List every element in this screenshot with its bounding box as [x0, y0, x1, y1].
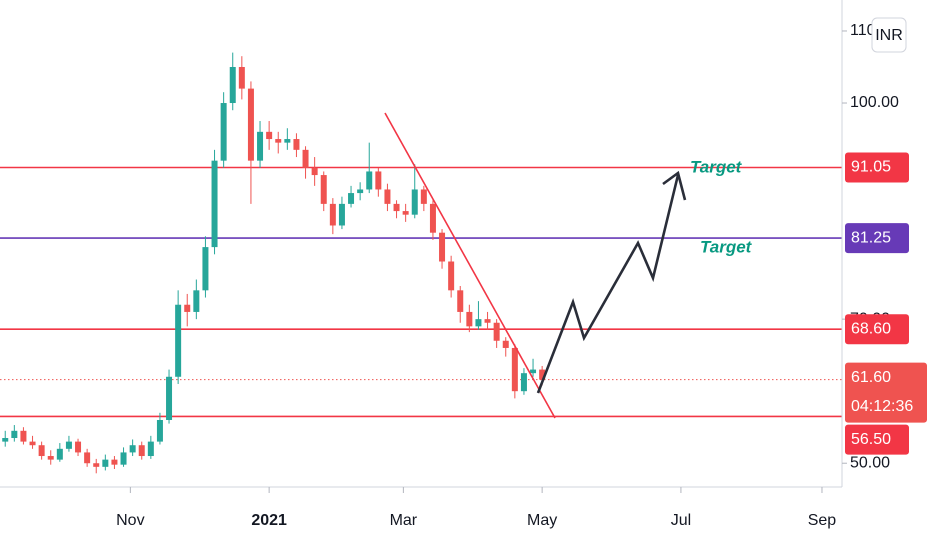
candle-body [502, 340, 509, 348]
candle-body [311, 167, 318, 176]
candle-body [229, 66, 236, 104]
x-tick-label: 2021 [251, 512, 287, 529]
candle-body [329, 203, 336, 226]
x-tick-label: May [527, 512, 557, 529]
candle-body [266, 131, 273, 140]
candle-body [75, 441, 82, 453]
projection-arrowhead [662, 170, 687, 201]
currency-badge [871, 17, 907, 53]
candle-body [348, 193, 355, 204]
candle-body [411, 189, 418, 215]
candle-body [448, 261, 455, 291]
candle-body [366, 171, 373, 190]
candle-body [420, 189, 427, 204]
candles [2, 52, 546, 474]
candle-body [11, 430, 18, 439]
candle-body [193, 290, 200, 312]
price-label-box [845, 362, 927, 423]
candle-body [493, 322, 500, 341]
candle-body [147, 441, 154, 457]
candle-body [202, 247, 209, 291]
price-label: 61.60 [851, 369, 891, 386]
candle-body [302, 149, 309, 168]
candle-body [511, 347, 518, 392]
candle-body [375, 171, 382, 190]
time-axis-bg [0, 487, 842, 550]
price-label-box [845, 152, 909, 183]
candle-body [156, 420, 163, 442]
price-labels: 91.05 81.25 68.60 61.60 04:12:36 56.50 [845, 152, 927, 455]
candle-body [93, 463, 100, 467]
candle-body [20, 430, 27, 442]
x-tick-label: Mar [390, 512, 418, 529]
candle-body [56, 448, 63, 460]
levels [0, 166, 842, 418]
x-tick-label: Sep [808, 512, 837, 529]
candle-body [84, 452, 91, 464]
candle-body [220, 103, 227, 161]
candle-body [530, 369, 537, 374]
candle-body [138, 445, 145, 457]
candle-body [238, 66, 245, 89]
candle-body [429, 203, 436, 233]
candle-body [384, 189, 391, 204]
currency: INR [875, 27, 903, 44]
candle-body [175, 304, 182, 377]
candle-body [484, 319, 491, 323]
price-label-box [845, 314, 909, 345]
x-tick-label: Nov [116, 512, 144, 529]
projection-path [536, 174, 680, 394]
annotation: Target [700, 237, 753, 256]
candle-body [111, 459, 118, 465]
price-label: 56.50 [851, 431, 891, 448]
candle-body [120, 452, 127, 465]
candle-body [338, 203, 345, 226]
candle-body [357, 189, 364, 194]
price-label: 04:12:36 [851, 398, 913, 415]
candle-body [293, 139, 300, 150]
candle-body [65, 441, 72, 449]
price-label: 91.05 [851, 159, 891, 176]
candle-body [466, 311, 473, 327]
candle-body [439, 232, 446, 262]
candle-body [393, 203, 400, 212]
candle-body [47, 456, 54, 460]
price-label-box [845, 424, 909, 455]
candle-body [257, 131, 264, 161]
candle-body [320, 175, 327, 204]
candle-body [211, 160, 218, 248]
annotation: Target [690, 157, 743, 176]
price-axis-bg [842, 0, 932, 550]
candle-body [457, 290, 464, 312]
trend-line [384, 112, 556, 419]
candle-body [38, 445, 45, 457]
candle-body [166, 376, 173, 421]
price-label: 68.60 [851, 320, 891, 337]
candle-body [539, 369, 546, 380]
price-label: 81.25 [851, 229, 891, 246]
price-label-box [845, 223, 909, 254]
y-tick-label: 100.00 [850, 94, 899, 111]
candle-body [402, 211, 409, 215]
candle-body [184, 304, 191, 312]
y-tick-label: 50.00 [850, 454, 890, 471]
candle-body [475, 319, 482, 327]
candle-body [129, 445, 136, 453]
candle-body [102, 459, 109, 467]
candle-body [2, 438, 9, 442]
candle-body [275, 139, 282, 143]
candle-body [29, 441, 36, 446]
candle-body [247, 88, 254, 161]
candle-body [284, 139, 291, 143]
x-tick-label: Jul [671, 512, 691, 529]
candle-body [520, 373, 527, 392]
